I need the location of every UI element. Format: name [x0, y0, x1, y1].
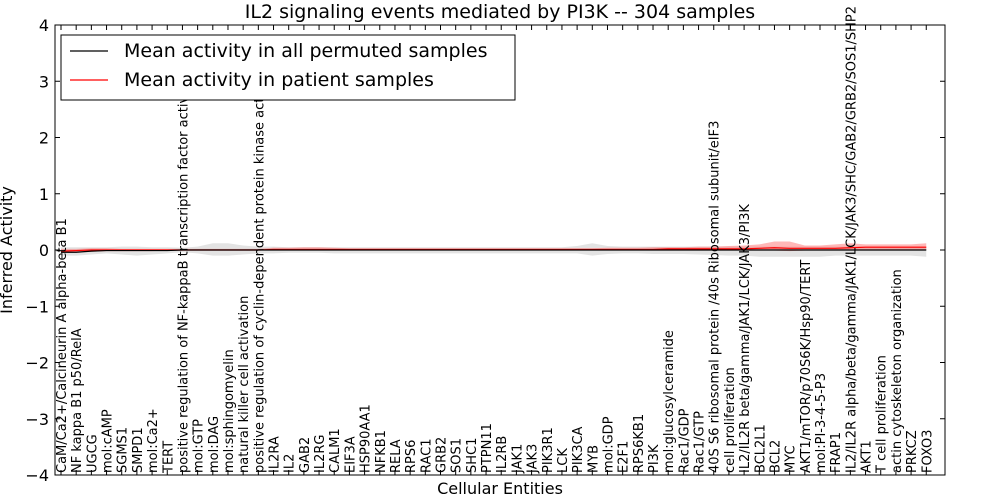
x-tick-label: GRB2 [435, 437, 450, 473]
x-tick-label: Rac1/GTP [693, 411, 708, 473]
x-tick-label: HSP90AA1 [359, 404, 374, 473]
legend: Mean activity in all permuted samples Me… [60, 34, 516, 101]
x-tick-label: RAC1 [419, 438, 434, 473]
x-tick-label: SOS1 [450, 438, 465, 473]
x-tick-label: IL2RG [313, 435, 328, 473]
x-tick-label: FRAP1 [829, 432, 844, 473]
x-tick-label: PTPN11 [480, 423, 495, 473]
y-tick-label: 0 [39, 241, 49, 260]
chart-title: IL2 signaling events mediated by PI3K --… [245, 1, 755, 23]
series-lines [60, 246, 927, 253]
y-axis: −4 −3 −2 −1 0 1 2 3 4 [25, 16, 945, 485]
y-tick-label: 3 [39, 72, 49, 91]
x-tick-label: mol:sphingomyelin [222, 349, 237, 473]
x-tick-label: AKT1 [860, 440, 875, 473]
y-tick-label: 4 [39, 16, 49, 35]
x-tick-label: mol:cAMP [101, 409, 116, 473]
x-tick-label: MYB [586, 445, 601, 473]
x-axis: CaM/Ca2+/Calcineurin A alpha-beta B1 NF k… [55, 6, 935, 475]
x-tick-label: RPS6KB1 [632, 414, 647, 473]
y-tick-label: −1 [25, 297, 49, 316]
legend-box [60, 34, 516, 101]
x-tick-label: 40S S6 ribosomal protein /40s Ribosomal … [708, 121, 723, 473]
x-tick-label: NF kappa B1 p50/RelA [70, 328, 85, 473]
x-tick-label: PIK3R1 [541, 427, 556, 473]
y-tick-label: −3 [25, 410, 49, 429]
y-tick-label: 2 [39, 129, 49, 148]
x-tick-label: mol:GDP [601, 416, 616, 473]
x-tick-label: LCK [556, 448, 571, 473]
y-axis-label: Inferred Activity [0, 186, 16, 314]
x-tick-label: AKT1/mTOR/p70S6K/Hsp90/TERT [799, 260, 814, 473]
legend-label-patient: Mean activity in patient samples [124, 69, 434, 91]
x-tick-label: Rac1/GDP [677, 408, 692, 473]
y-tick-label: −2 [25, 354, 49, 373]
x-tick-label: T cell proliferation [875, 355, 890, 474]
legend-label-permuted: Mean activity in all permuted samples [124, 40, 487, 62]
x-tick-label: positive regulation of NF-kappaB transcr… [176, 79, 191, 473]
x-tick-label: IL2/IL2R alpha/beta/gamma/JAK1/LCK/JAK3/… [844, 6, 859, 473]
x-tick-label: TERT [161, 441, 176, 474]
x-tick-label: SGMS1 [116, 427, 131, 473]
x-tick-label: SMPD1 [131, 427, 146, 473]
x-tick-label: NFKB1 [374, 430, 389, 473]
x-tick-label: IL2/IL2R beta/gamma/JAK1/LCK/JAK3/PI3K [738, 204, 753, 473]
x-tick-label: mol:glucosylceramide [662, 330, 677, 473]
x-tick-label: mol:PI-3-4-5-P3 [814, 373, 829, 473]
x-tick-label: MYC [784, 445, 799, 473]
x-tick-label: FOXO3 [920, 430, 935, 473]
x-tick-label: CaM/Ca2+/Calcineurin A alpha-beta B1 [55, 218, 70, 473]
x-tick-label: RPS6 [404, 440, 419, 473]
x-tick-label: natural killer cell activation [237, 296, 252, 473]
x-tick-label: IL2RB [495, 436, 510, 473]
x-tick-label: RELA [389, 439, 404, 473]
x-tick-label: PI3K [647, 444, 662, 473]
y-tick-label: 1 [39, 185, 49, 204]
x-tick-label: positive regulation of cyclin-dependent … [252, 70, 267, 473]
x-tick-label: IL2 [283, 454, 298, 473]
x-tick-label: JAK1 [510, 444, 525, 474]
x-tick-label: PIK3CA [571, 426, 586, 473]
x-tick-label: cell proliferation [723, 367, 738, 473]
x-tick-label: E2F1 [617, 441, 632, 473]
x-tick-label: UGCG [85, 434, 100, 473]
x-tick-label: IL2RA [268, 436, 283, 473]
x-tick-label: JAK3 [526, 444, 541, 474]
line-permuted [61, 249, 927, 253]
x-tick-label: mol:Ca2+ [146, 408, 161, 473]
x-tick-label: mol:GTP [192, 419, 207, 473]
x-tick-label: BCL2L1 [753, 424, 768, 473]
y-tick-label: −4 [25, 466, 49, 485]
x-tick-label: mol:DAG [207, 416, 222, 473]
x-tick-label: GAB2 [298, 437, 313, 473]
x-tick-label: BCL2 [768, 440, 783, 473]
x-tick-label: PRKCZ [905, 430, 920, 473]
x-tick-label: actin cytoskeleton organization [890, 269, 905, 473]
x-tick-label: SHC1 [465, 438, 480, 473]
x-tick-label: CALM1 [328, 428, 343, 473]
x-axis-label: Cellular Entities [437, 479, 563, 498]
x-tick-label: EIF3A [343, 436, 358, 473]
